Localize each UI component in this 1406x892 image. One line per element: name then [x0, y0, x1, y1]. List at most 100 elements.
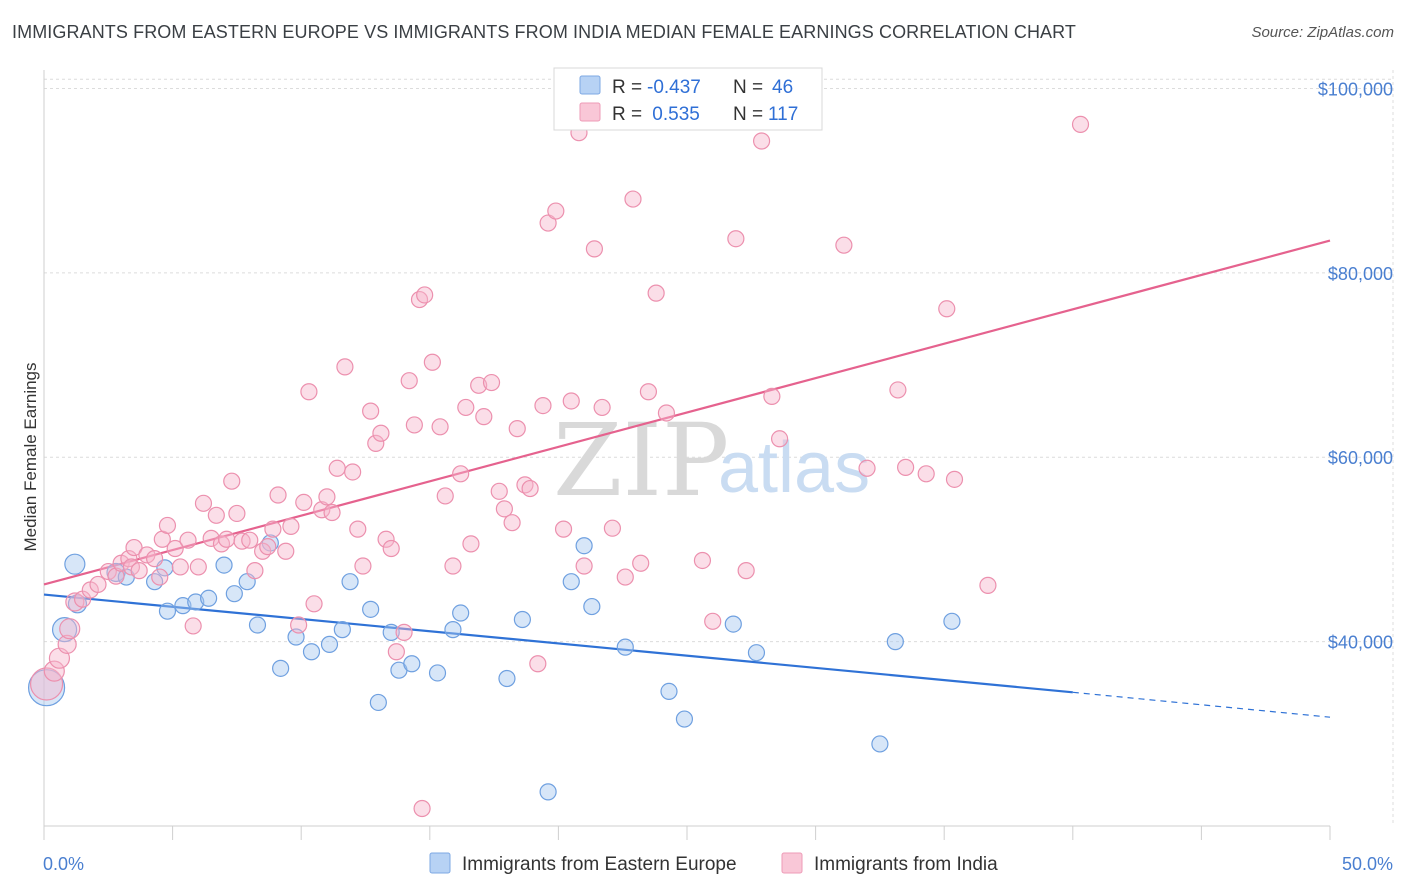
x-tick-label-max: 50.0%	[1342, 854, 1393, 874]
india-point-80	[521, 479, 539, 498]
source-label: Source: ZipAtlas.com	[1251, 24, 1394, 41]
india-point-59	[387, 643, 405, 661]
india-point-0	[29, 667, 64, 701]
y-tick-label-2: $80,000	[1328, 264, 1393, 284]
india-point-34	[241, 531, 259, 549]
india-point-40	[277, 542, 295, 560]
eastern-europe-point-24	[369, 693, 387, 712]
india-point-97	[657, 404, 676, 422]
eastern-europe-point-8	[158, 602, 177, 620]
india-point-44	[300, 383, 318, 401]
india-point-32	[228, 504, 246, 523]
india-point-54	[362, 402, 380, 420]
india-point-85	[554, 520, 573, 538]
watermark-atlas: atlas	[718, 428, 870, 508]
eastern-europe-point-13	[225, 585, 243, 603]
india-point-101	[737, 562, 755, 580]
eastern-europe-point-9	[174, 597, 192, 615]
india-point-46	[313, 501, 331, 519]
india-point-89	[585, 240, 604, 258]
india-point-48	[323, 503, 341, 522]
india-point-70	[457, 398, 475, 417]
india-point-99	[704, 612, 722, 630]
eastern-europe-point-39	[675, 710, 694, 728]
india-point-110	[938, 300, 956, 318]
india-point-41	[282, 517, 300, 535]
india-point-49	[328, 459, 346, 477]
india-point-64	[416, 286, 434, 304]
india-point-103	[763, 387, 781, 405]
india-point-82	[534, 396, 552, 415]
india-point-112	[979, 576, 997, 594]
india-point-73	[475, 408, 493, 426]
india-point-58	[382, 539, 400, 558]
trend-line-india	[43, 239, 1331, 586]
eastern-europe-point-35	[575, 537, 593, 555]
legend-r-label-2: R =	[612, 104, 642, 125]
india-point-75	[490, 482, 508, 500]
india-point-50	[336, 358, 354, 376]
india-point-45	[305, 595, 323, 613]
bottom-legend-swatch-eastern-europe	[429, 852, 451, 874]
india-point-98	[693, 551, 712, 570]
india-point-4	[59, 618, 81, 640]
india-point-94	[632, 554, 650, 572]
eastern-europe-point-27	[403, 655, 421, 673]
india-point-107	[889, 381, 907, 399]
legend-swatch-eastern-europe	[579, 75, 601, 95]
trend-line-eastern-europe	[43, 593, 1073, 694]
india-point-61	[400, 372, 418, 390]
india-point-25	[189, 558, 207, 576]
bottom-legend-label-india: Immigrants from India	[814, 854, 998, 875]
india-point-77	[503, 514, 521, 532]
india-point-56	[372, 424, 390, 442]
india-point-52	[349, 520, 367, 538]
legend-r-value-1: -0.437	[647, 77, 701, 98]
legend-n-value-1: 46	[772, 77, 793, 98]
india-point-28	[207, 506, 225, 524]
india-point-10	[107, 567, 125, 585]
india-point-1	[43, 660, 65, 682]
india-point-51	[344, 463, 362, 481]
india-point-113	[1071, 115, 1090, 133]
legend-box: R = -0.437 N = 46 R = 0.535 N = 117	[553, 67, 823, 131]
india-point-23	[179, 531, 197, 549]
eastern-europe-point-33	[539, 783, 557, 801]
eastern-europe-point-19	[302, 643, 321, 661]
india-point-114	[413, 799, 431, 818]
india-point-88	[575, 557, 593, 575]
eastern-europe-point-30	[452, 604, 470, 622]
india-point-38	[264, 520, 282, 538]
legend-n-label-1: N =	[733, 77, 763, 98]
india-point-86	[562, 392, 580, 410]
eastern-europe-point-2	[64, 553, 86, 575]
eastern-europe-point-23	[362, 600, 380, 618]
bottom-legend-swatch-india	[781, 852, 803, 874]
india-point-20	[158, 516, 177, 535]
y-tick-labels: $40,000 $60,000 $80,000 $100,000	[1318, 79, 1393, 652]
india-point-62	[405, 416, 423, 434]
india-point-42	[290, 616, 308, 634]
india-point-84	[547, 202, 565, 220]
india-point-31	[223, 472, 241, 490]
india-point-74	[482, 373, 501, 392]
india-point-14	[125, 538, 143, 557]
india-point-24	[184, 617, 202, 635]
chart-title: IMMIGRANTS FROM EASTERN EUROPE VS IMMIGR…	[12, 22, 1077, 42]
india-point-104	[770, 430, 789, 448]
y-tick-label-1: $60,000	[1328, 448, 1393, 468]
india-point-15	[130, 562, 148, 580]
india-point-37	[259, 538, 277, 556]
x-tick-label-min: 0.0%	[43, 854, 84, 874]
trend-line-eastern-europe-extension	[1072, 691, 1331, 718]
grid-lines	[44, 70, 1394, 826]
y-axis-label: Median Female Earnings	[21, 363, 40, 552]
india-point-95	[639, 383, 658, 401]
eastern-europe-point-28	[428, 664, 447, 682]
india-point-105	[835, 236, 853, 254]
eastern-europe-point-34	[562, 573, 580, 591]
scatter-points	[27, 115, 1090, 818]
india-point-55	[367, 434, 385, 452]
eastern-europe-point-21	[333, 621, 351, 639]
